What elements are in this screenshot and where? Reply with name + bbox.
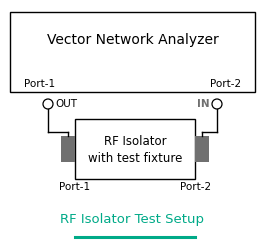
Bar	[75, 119, 195, 179]
Bar	[195, 136, 209, 162]
Text: with test fixture: with test fixture	[88, 152, 182, 165]
Text: IN: IN	[197, 99, 210, 109]
Text: Port-1: Port-1	[24, 79, 55, 89]
Text: OUT: OUT	[55, 99, 77, 109]
Text: Port-2: Port-2	[210, 79, 241, 89]
Text: RF Isolator: RF Isolator	[104, 135, 166, 148]
Bar	[10, 12, 255, 92]
Text: Port-2: Port-2	[180, 182, 211, 192]
Text: Port-1: Port-1	[59, 182, 90, 192]
Text: Vector Network Analyzer: Vector Network Analyzer	[47, 33, 218, 47]
Text: RF Isolator Test Setup: RF Isolator Test Setup	[60, 212, 204, 226]
Bar	[61, 136, 75, 162]
